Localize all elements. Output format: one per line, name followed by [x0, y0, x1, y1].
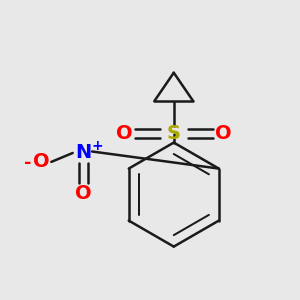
Text: O: O [214, 124, 231, 143]
Text: O: O [75, 184, 92, 202]
Text: +: + [92, 139, 103, 152]
Text: N: N [75, 143, 91, 163]
Text: O: O [116, 124, 133, 143]
Text: O: O [33, 152, 50, 171]
Text: -: - [24, 154, 32, 172]
Text: S: S [167, 124, 181, 143]
